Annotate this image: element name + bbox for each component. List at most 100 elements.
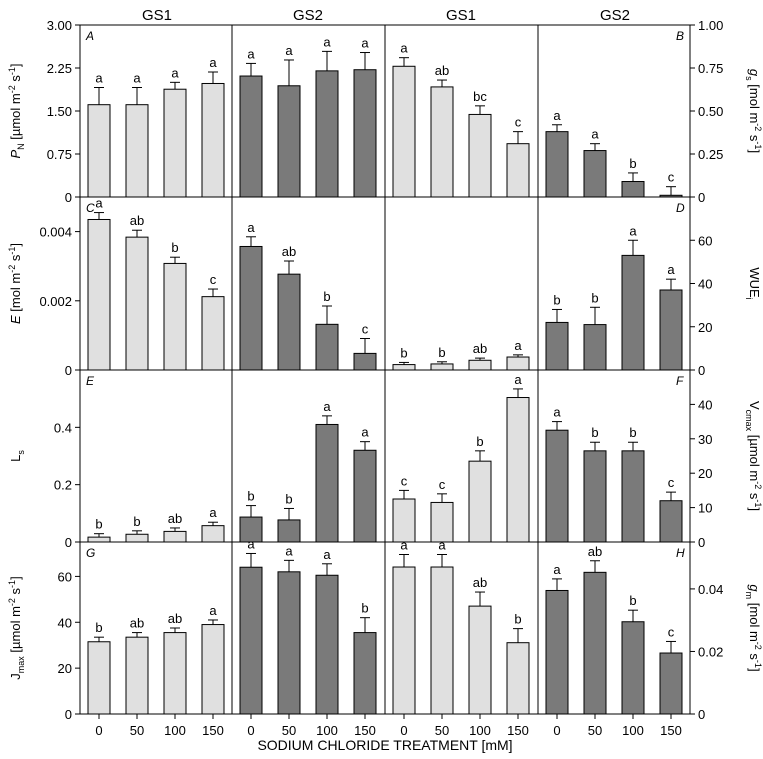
significance-letter: a xyxy=(553,405,561,420)
panel-letter: H xyxy=(676,546,685,560)
x-tick-label: 150 xyxy=(660,723,682,738)
bar xyxy=(353,632,377,715)
significance-letter: ab xyxy=(473,575,487,590)
y-tick-label: 40 xyxy=(58,615,72,630)
y-tick-label: 20 xyxy=(58,661,72,676)
bar xyxy=(163,530,187,543)
bar xyxy=(87,218,111,371)
significance-letter: ab xyxy=(282,244,296,259)
significance-letter: b xyxy=(476,434,483,449)
x-tick-label: 150 xyxy=(507,723,529,738)
significance-letter: ab xyxy=(168,511,182,526)
significance-letter: b xyxy=(247,489,254,504)
x-tick-label: 150 xyxy=(354,723,376,738)
bar xyxy=(87,104,111,198)
significance-letter: a xyxy=(667,262,675,277)
x-tick-label: 0 xyxy=(400,723,407,738)
significance-letter: ab xyxy=(435,63,449,78)
panel-c: C 0 0.002 0.004 E [mol m-2 s-1] a ab b c a ab b c xyxy=(7,196,377,378)
panel-f: F 0 10 20 30 40 Vcmax [µmol m-2 s-1] c c b a a b b c xyxy=(392,372,763,550)
x-tick-label: 0 xyxy=(247,723,254,738)
bar xyxy=(353,449,377,543)
significance-letter: a xyxy=(95,196,103,211)
bar xyxy=(201,525,225,543)
y-axis-label: gm [mol m-2 s-1] xyxy=(744,584,763,671)
bar xyxy=(545,131,569,198)
significance-letter: c xyxy=(515,115,522,130)
panel-letter: A xyxy=(85,29,94,43)
bar xyxy=(239,245,263,371)
significance-letter: bc xyxy=(473,89,487,104)
y-tick-label: 0 xyxy=(698,707,705,722)
bar xyxy=(430,501,454,543)
x-tick-label: 50 xyxy=(435,723,449,738)
y-tick-label: 10 xyxy=(698,501,712,516)
significance-letter: ab xyxy=(588,544,602,559)
x-tick-label: 50 xyxy=(282,723,296,738)
x-tick-label: 100 xyxy=(316,723,338,738)
bar xyxy=(506,143,530,198)
significance-letter: b xyxy=(553,292,560,307)
y-tick-label: 1.00 xyxy=(698,18,723,33)
bar xyxy=(468,460,492,543)
x-tick-label: 100 xyxy=(164,723,186,738)
bar xyxy=(239,566,263,715)
y-tick-label: 0.75 xyxy=(47,147,72,162)
y-tick-label: 1.50 xyxy=(47,104,72,119)
bar xyxy=(315,323,339,371)
bar xyxy=(621,450,645,543)
bar xyxy=(201,82,225,198)
significance-letter: c xyxy=(668,475,675,490)
bar xyxy=(545,589,569,715)
significance-letter: c xyxy=(210,272,217,287)
bar xyxy=(315,423,339,543)
bar xyxy=(315,70,339,198)
column-header-gs2-left: GS2 xyxy=(293,7,323,24)
significance-letter: c xyxy=(668,170,675,185)
y-axis-label: Vcmax [µmol m-2 s-1] xyxy=(744,401,763,511)
significance-letter: b xyxy=(629,156,636,171)
bar xyxy=(468,605,492,715)
bar xyxy=(659,652,683,715)
panels: A 0 0.75 1.50 2.25 3.00 PN [µmol m-2 s-1] a a a a a… xyxy=(7,18,763,722)
x-tick-label: 0 xyxy=(95,723,102,738)
significance-letter: b xyxy=(629,425,636,440)
significance-letter: b xyxy=(171,240,178,255)
y-tick-label: 0.4 xyxy=(54,420,72,435)
bar xyxy=(430,86,454,198)
column-header-gs2-right: GS2 xyxy=(600,7,630,24)
significance-letter: b xyxy=(514,612,521,627)
significance-letter: a xyxy=(95,70,103,85)
significance-letter: b xyxy=(591,290,598,305)
y-tick-label: 0 xyxy=(698,190,705,205)
significance-letter: b xyxy=(95,620,102,635)
bar xyxy=(87,641,111,715)
y-tick-label: 2.25 xyxy=(47,61,72,76)
bar xyxy=(163,632,187,715)
bar xyxy=(201,296,225,371)
significance-letter: b xyxy=(285,491,292,506)
significance-letter: b xyxy=(133,514,140,529)
bar xyxy=(125,104,149,198)
bar xyxy=(163,88,187,198)
panel-letter: G xyxy=(86,546,95,560)
bar xyxy=(506,642,530,715)
y-tick-label: 0.25 xyxy=(698,147,723,162)
significance-letter: ab xyxy=(130,616,144,631)
panel-letter: C xyxy=(86,201,95,215)
significance-letter: a xyxy=(209,55,217,70)
panel-a: A 0 0.75 1.50 2.25 3.00 PN [µmol m-2 s-1] a a a a a… xyxy=(7,18,377,205)
bar xyxy=(277,273,301,371)
y-axis-label: gs [mol m-2 s-1] xyxy=(744,69,763,153)
significance-letter: a xyxy=(553,562,561,577)
significance-letter: a xyxy=(323,399,331,414)
y-tick-label: 40 xyxy=(698,397,712,412)
bar xyxy=(583,450,607,543)
significance-letter: a xyxy=(209,603,217,618)
y-tick-label: 0.50 xyxy=(698,104,723,119)
bar xyxy=(621,181,645,198)
significance-letter: a xyxy=(285,543,293,558)
x-tick-label: 50 xyxy=(130,723,144,738)
significance-letter: b xyxy=(400,345,407,360)
